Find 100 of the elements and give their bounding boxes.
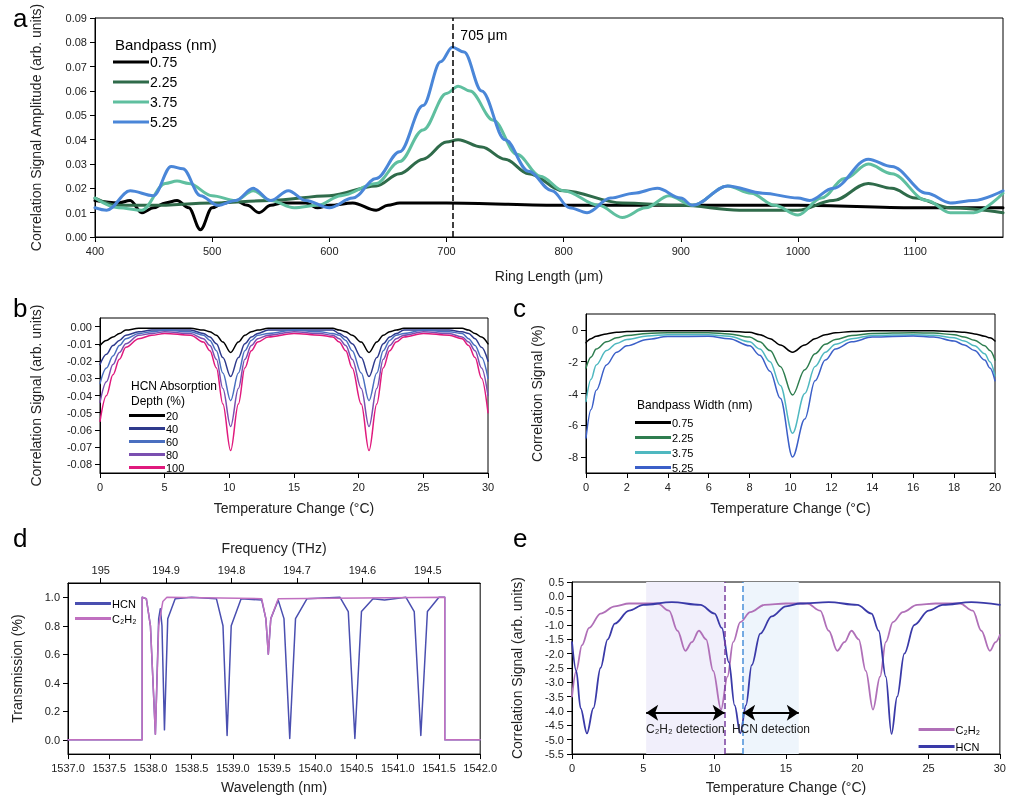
x-tick-label: 1538.5 <box>174 761 209 774</box>
x-tick-label: 0 <box>96 480 104 493</box>
x-tick-label: 20 <box>352 480 365 493</box>
x2-tick-label: 194.7 <box>283 563 311 576</box>
legend-label: HCN <box>955 740 980 753</box>
x-tick-label: 1539.0 <box>216 761 250 774</box>
y-tick-label: -0.04 <box>66 389 92 402</box>
legend-label: 80 <box>166 448 179 461</box>
legend-label: 20 <box>166 409 179 422</box>
chart-title: e <box>513 523 528 553</box>
x-tick-label: 1539.5 <box>257 761 291 774</box>
x-tick-label: 2 <box>623 480 630 493</box>
y-tick-label: -2.5 <box>545 662 564 674</box>
y-tick-label: -0.5 <box>545 604 564 617</box>
band-label: C₂H₂ detection <box>646 721 725 736</box>
x2-axis-title: Frequency (THz) <box>221 540 327 556</box>
chart-title: a <box>13 3 28 33</box>
x-tick-label: 4 <box>664 480 671 493</box>
y-tick-label: 0.02 <box>65 182 87 195</box>
legend-label: 3.75 <box>150 94 178 110</box>
legend-title: Bandpass Width (nm) <box>637 397 753 412</box>
legend-title: HCN Absorption Depth (%) <box>131 378 221 408</box>
x-tick-label: 8 <box>746 480 753 493</box>
y-tick-label: -2 <box>568 355 578 368</box>
legend-label: C₂H₂ <box>112 612 137 625</box>
x-tick-label: 1541.0 <box>380 761 415 774</box>
y-tick-label: -0.01 <box>66 337 92 350</box>
x2-tick-label: 195 <box>91 563 110 576</box>
x2-tick-label: 194.9 <box>152 563 180 576</box>
x-axis-title: Temperature Change (°C) <box>705 779 867 795</box>
x-tick-label: 10 <box>223 480 236 493</box>
x-tick-label: 18 <box>947 480 961 493</box>
x-tick-label: 600 <box>320 244 339 257</box>
y-tick-label: -4.5 <box>545 719 564 732</box>
chart-title: d <box>13 523 28 553</box>
y-tick-label: 0.09 <box>65 12 87 24</box>
x-tick-label: 800 <box>554 244 573 257</box>
x-tick-label: 1542.0 <box>463 761 498 774</box>
y-tick-label: 0.4 <box>44 676 60 689</box>
x-tick-label: 10 <box>784 480 797 493</box>
y-tick-label: 0.8 <box>44 619 60 632</box>
y-tick-label: 0.05 <box>65 109 87 122</box>
legend-label: HCN <box>112 597 136 610</box>
y-tick-label: 0.06 <box>65 85 87 97</box>
y-tick-label: 0.03 <box>65 158 87 170</box>
y-tick-label: 0.00 <box>65 231 87 243</box>
x-tick-label: 1100 <box>903 244 927 257</box>
y-tick-label: 0.2 <box>44 705 60 718</box>
x-tick-label: 25 <box>922 761 935 774</box>
x2-tick-label: 194.6 <box>348 563 377 576</box>
x2-tick-label: 194.5 <box>414 563 442 576</box>
x-tick-label: 900 <box>671 244 690 257</box>
x-tick-label: 15 <box>779 761 793 774</box>
x-tick-label: 5 <box>640 761 647 774</box>
x-tick-label: 14 <box>866 480 879 493</box>
y-tick-label: 1.0 <box>44 591 60 604</box>
y-tick-label: 0 <box>571 323 578 336</box>
y-tick-label: -0.06 <box>66 423 92 436</box>
x-tick-label: 20 <box>851 761 864 774</box>
chart-title: c <box>513 293 526 323</box>
legend-label: C₂H₂ <box>955 723 981 736</box>
y-tick-label: -5.0 <box>545 733 564 746</box>
legend-label: 2.25 <box>672 431 694 444</box>
y-tick-label: -1.0 <box>545 619 564 631</box>
y-tick-label: 0.07 <box>65 60 87 73</box>
x-tick-label: 15 <box>287 480 301 493</box>
y-tick-label: -0.07 <box>66 441 92 454</box>
line-series <box>99 332 489 452</box>
line-series <box>571 601 1001 735</box>
y-tick-label: -1.5 <box>545 633 564 646</box>
y-tick-label: 0.00 <box>70 320 92 333</box>
y-tick-label: 0.0 <box>548 590 564 603</box>
legend-label: 2.25 <box>150 74 178 90</box>
y-tick-label: -4 <box>568 387 578 400</box>
line-series <box>585 333 996 434</box>
y-axis-title: Correlation Signal (arb. units) <box>28 304 44 487</box>
y-tick-label: -3.0 <box>545 676 564 689</box>
y-tick-label: -0.02 <box>66 355 92 368</box>
x-tick-label: 1540.5 <box>339 761 374 774</box>
y-axis-title: Correlation Signal (arb. units) <box>509 576 525 760</box>
x-axis-title: Wavelength (nm) <box>221 779 328 795</box>
legend-label: 0.75 <box>672 416 694 429</box>
legend-label: 5.25 <box>150 114 178 130</box>
y-tick-label: -3.5 <box>545 690 564 703</box>
x-tick-label: 25 <box>417 480 430 493</box>
x-tick-label: 1541.5 <box>422 761 456 774</box>
x2-tick-label: 194.8 <box>217 563 246 576</box>
y-tick-label: 0.04 <box>65 133 87 146</box>
x-tick-label: 30 <box>481 480 495 493</box>
line-series <box>67 596 481 741</box>
y-tick-label: -0.03 <box>66 372 92 385</box>
x-tick-label: 5 <box>161 480 168 493</box>
line-series <box>585 335 996 458</box>
chart-title: b <box>13 293 28 323</box>
x-tick-label: 1537.0 <box>51 761 85 774</box>
x-tick-label: 12 <box>825 480 838 493</box>
y-tick-label: 0.5 <box>548 576 564 588</box>
y-axis-title: Correlation Signal (%) <box>529 325 545 462</box>
x-tick-label: 10 <box>708 761 721 774</box>
x-tick-label: 500 <box>202 244 222 257</box>
